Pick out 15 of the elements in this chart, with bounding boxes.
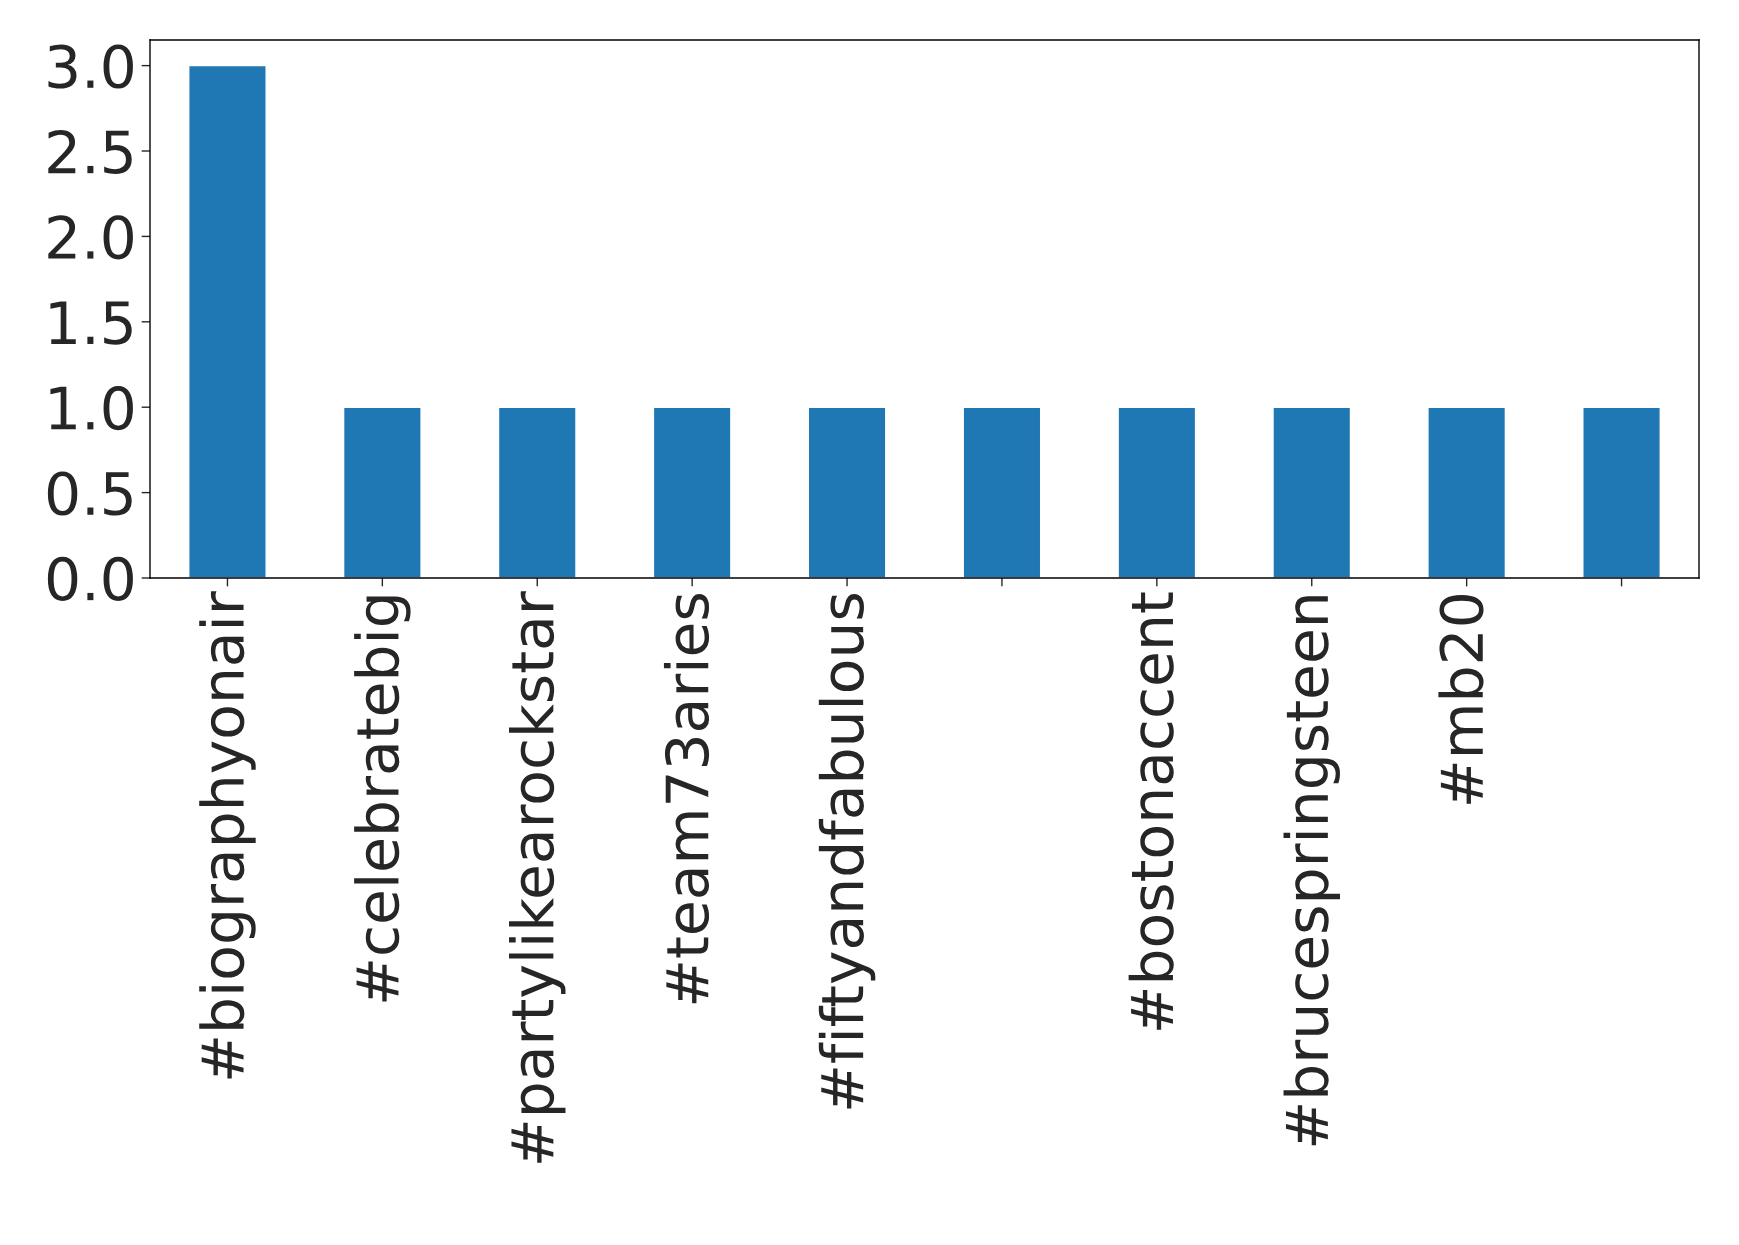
y-tick-label: 1.5 [50, 301, 132, 345]
x-tick-label: #bostonaccent [1128, 592, 1174, 1030]
y-tick-label: 2.5 [48, 129, 132, 175]
x-tick-label: #mb20 [1438, 595, 1484, 804]
y-tick-label: 0.0 [47, 556, 133, 601]
x-tick-label: #partylikearockstar [509, 591, 566, 1163]
y-tick-label: 3.0 [48, 44, 133, 89]
x-tick-label: #brucespringsteen [1283, 596, 1340, 1146]
y-tick-label: 2.0 [48, 215, 133, 260]
x-tick-label: #celebratebig [354, 596, 411, 1002]
x-tick-label: #fiftyandfabulous [818, 594, 876, 1109]
x-tick-label: #biographyonair [199, 591, 256, 1079]
y-tick-label: 1.0 [50, 386, 133, 431]
y-tick-label: 0.5 [47, 471, 132, 516]
x-tick-label: #team73aries [663, 594, 710, 1004]
